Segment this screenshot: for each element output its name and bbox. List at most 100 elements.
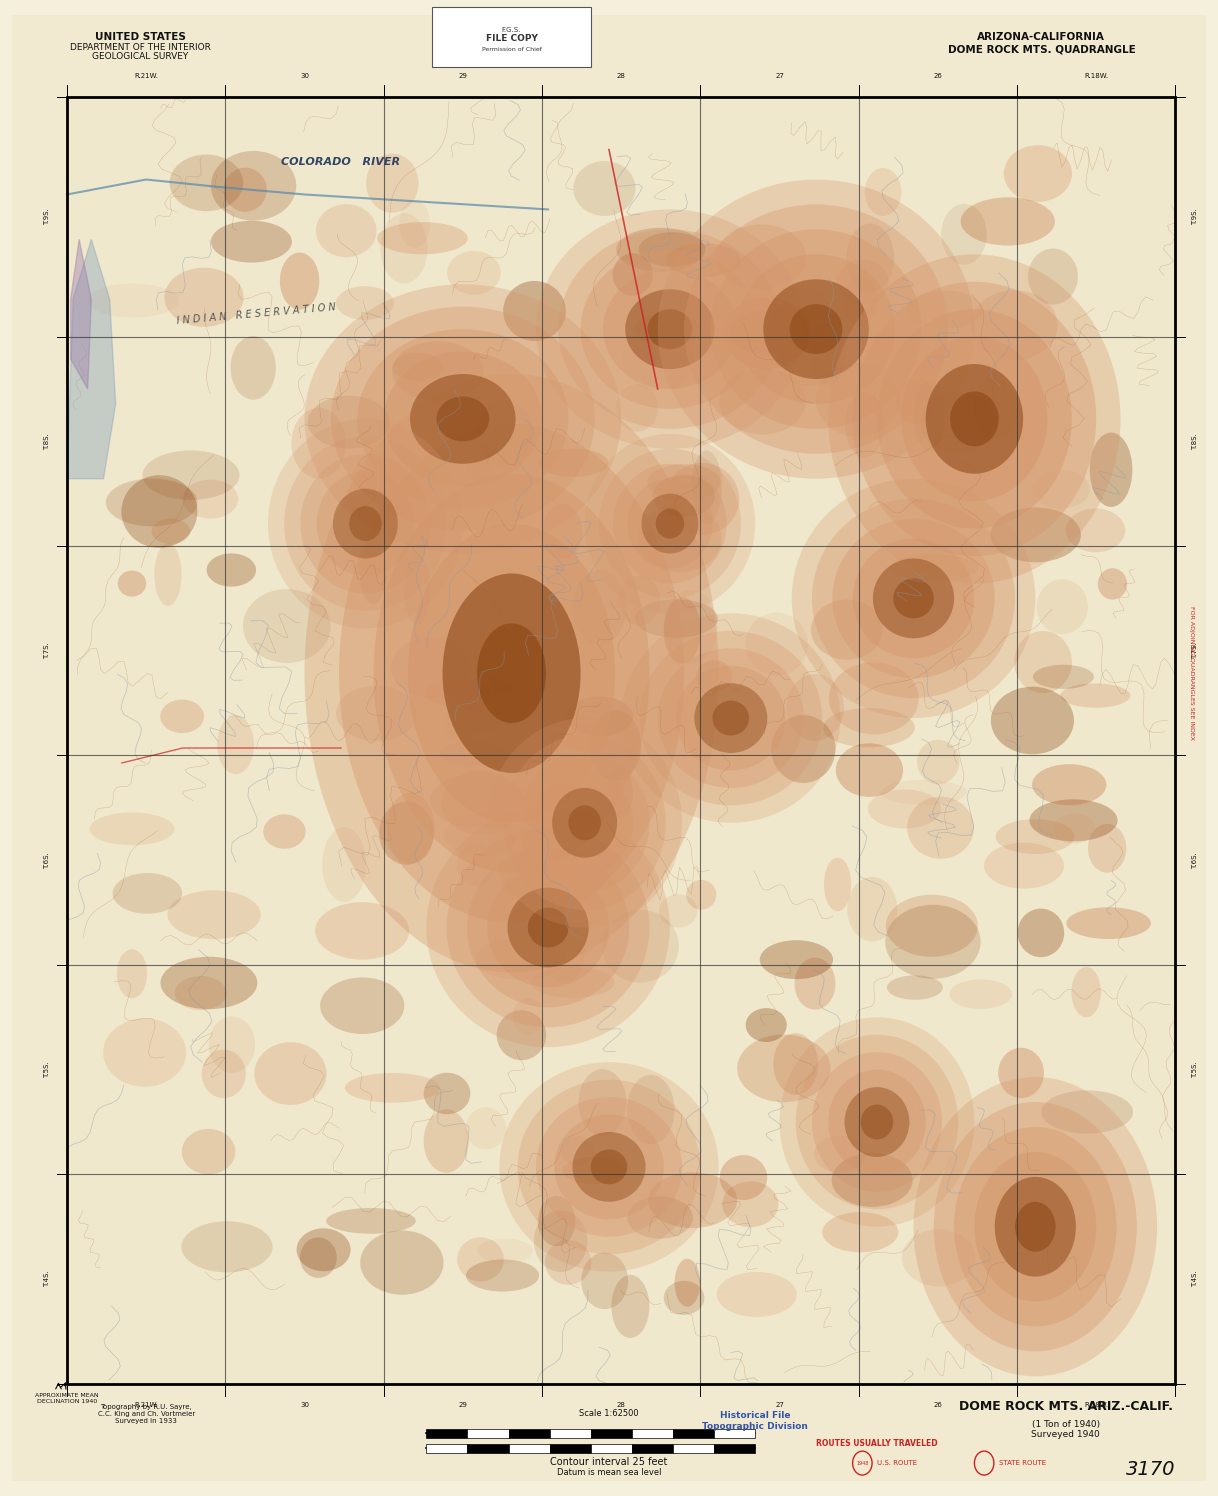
Ellipse shape [541,911,586,983]
Text: DOME ROCK MTS. QUADRANGLE: DOME ROCK MTS. QUADRANGLE [948,45,1135,54]
Ellipse shape [770,284,831,343]
Ellipse shape [296,1228,351,1272]
Text: 30: 30 [300,1402,309,1408]
FancyBboxPatch shape [672,1429,714,1438]
Ellipse shape [627,479,713,568]
Ellipse shape [627,1076,675,1144]
Ellipse shape [558,229,782,429]
Ellipse shape [889,555,979,580]
Ellipse shape [169,154,244,211]
Ellipse shape [503,281,566,341]
FancyBboxPatch shape [591,1444,632,1453]
Ellipse shape [832,1153,912,1207]
Ellipse shape [465,446,493,480]
Ellipse shape [828,254,1121,583]
Text: (1 Ton of 1940): (1 Ton of 1940) [1032,1420,1100,1429]
FancyBboxPatch shape [509,1444,549,1453]
Ellipse shape [823,708,915,748]
Ellipse shape [603,269,737,389]
Ellipse shape [713,700,749,736]
FancyBboxPatch shape [714,1429,755,1438]
Ellipse shape [950,980,1012,1008]
Ellipse shape [675,1258,700,1306]
Ellipse shape [536,1097,682,1237]
Text: APPROXIMATE MEAN
DECLINATION 1940: APPROXIMATE MEAN DECLINATION 1940 [35,1393,99,1405]
Ellipse shape [181,1221,273,1273]
Ellipse shape [685,205,948,453]
Ellipse shape [424,1073,470,1115]
Ellipse shape [906,290,983,329]
Ellipse shape [792,479,1035,718]
Ellipse shape [599,449,741,598]
Ellipse shape [942,203,987,265]
Text: ROUTES USUALLY TRAVELED: ROUTES USUALLY TRAVELED [816,1439,938,1448]
Ellipse shape [477,1239,532,1263]
Ellipse shape [230,337,275,399]
Ellipse shape [361,1230,443,1294]
Ellipse shape [973,377,1017,440]
Text: T.9S.: T.9S. [1192,208,1199,226]
Ellipse shape [794,957,836,1010]
Ellipse shape [616,227,705,272]
FancyBboxPatch shape [509,1429,549,1438]
Ellipse shape [320,977,404,1034]
Text: 28: 28 [616,73,626,79]
Ellipse shape [737,254,895,404]
Ellipse shape [536,209,804,449]
Ellipse shape [590,711,642,781]
Text: Topography by R.U. Sayre,
C.C. King and Ch. Vortmeier
Surveyed in 1933: Topography by R.U. Sayre, C.C. King and … [97,1403,195,1424]
Text: STATE ROUTE: STATE ROUTE [999,1460,1046,1466]
Ellipse shape [664,589,717,664]
FancyBboxPatch shape [426,1444,468,1453]
Ellipse shape [787,675,844,741]
Ellipse shape [844,1088,910,1156]
Ellipse shape [914,380,945,452]
Ellipse shape [887,975,943,999]
Text: U.S. ROUTE: U.S. ROUTE [877,1460,917,1466]
Ellipse shape [1088,824,1127,872]
Ellipse shape [780,1017,974,1227]
Ellipse shape [585,434,755,613]
Ellipse shape [308,396,390,449]
Ellipse shape [896,377,935,423]
Ellipse shape [554,1115,664,1219]
Ellipse shape [847,223,894,292]
FancyBboxPatch shape [714,1444,755,1453]
Ellipse shape [722,1182,778,1227]
Ellipse shape [1066,907,1151,939]
Ellipse shape [885,895,978,957]
Ellipse shape [477,624,546,723]
Text: 3170: 3170 [1127,1460,1175,1478]
Ellipse shape [561,726,609,751]
Ellipse shape [155,543,181,606]
Ellipse shape [569,805,600,841]
Text: T.8S.: T.8S. [44,432,50,450]
Ellipse shape [901,1230,976,1287]
Ellipse shape [653,474,715,516]
Ellipse shape [531,968,615,998]
Ellipse shape [202,1050,246,1098]
Ellipse shape [359,542,387,604]
FancyBboxPatch shape [591,1429,632,1438]
Ellipse shape [447,827,649,1028]
Ellipse shape [445,814,516,856]
Ellipse shape [845,392,884,458]
Ellipse shape [167,890,261,939]
Text: T.5S.: T.5S. [1192,1061,1199,1079]
Ellipse shape [538,1195,575,1246]
Ellipse shape [665,462,739,536]
Ellipse shape [331,307,594,531]
Ellipse shape [1015,1201,1056,1252]
Ellipse shape [367,154,419,212]
Ellipse shape [426,808,670,1047]
Ellipse shape [442,573,581,773]
Ellipse shape [764,280,868,378]
Ellipse shape [161,957,257,1010]
Ellipse shape [1032,764,1106,805]
Ellipse shape [710,229,922,429]
Text: 27: 27 [775,1402,784,1408]
Ellipse shape [581,250,759,408]
Text: UNITED STATES: UNITED STATES [95,33,185,42]
Ellipse shape [627,1197,693,1239]
Ellipse shape [224,168,267,212]
